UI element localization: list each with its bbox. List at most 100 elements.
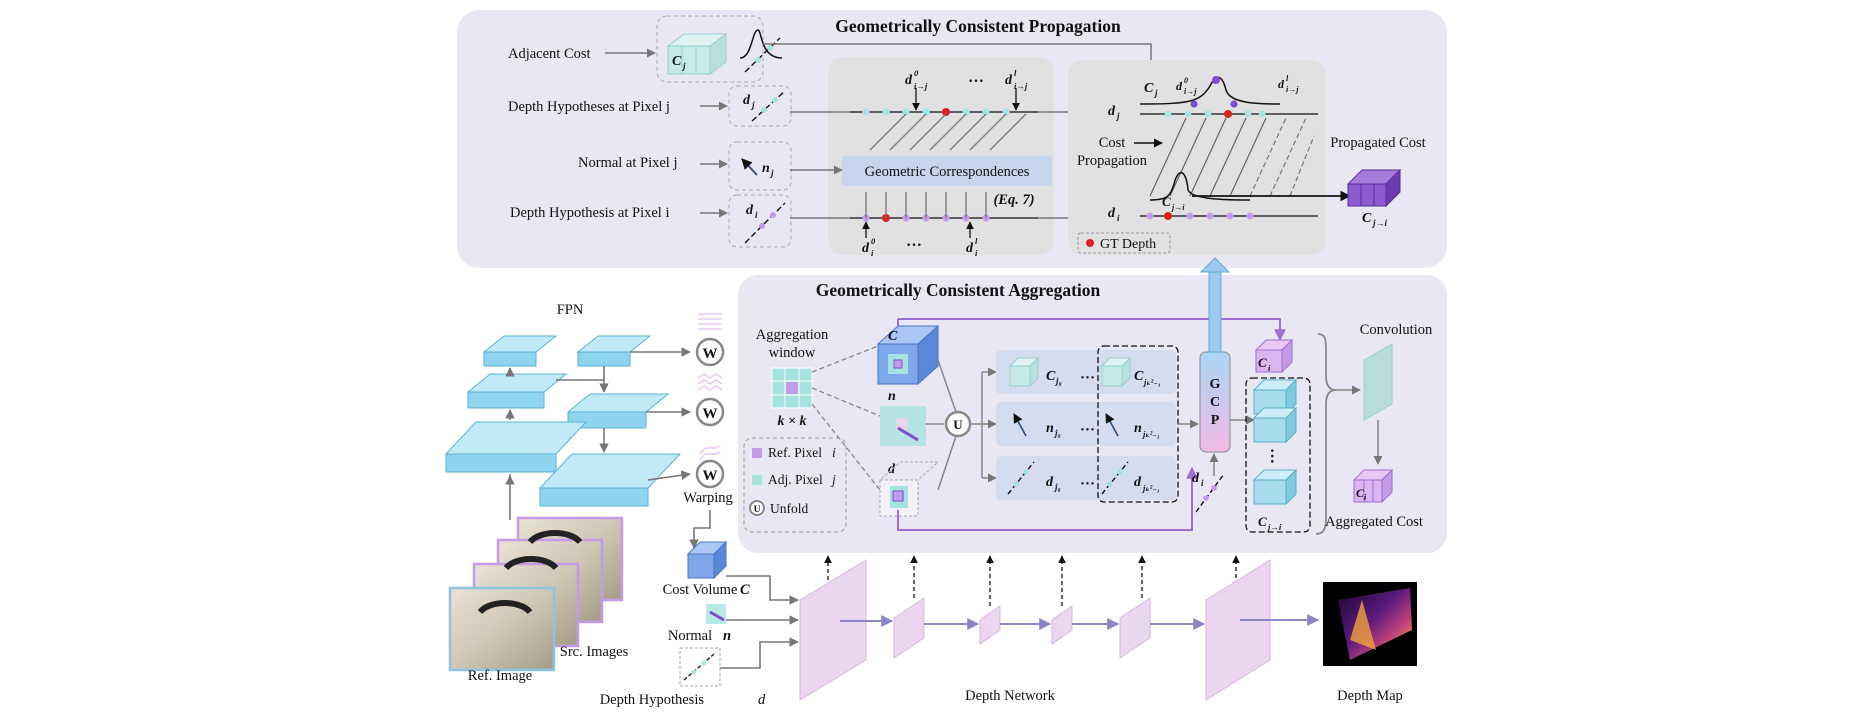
cost-curve-icon [739,29,783,59]
svg-text:···: ··· [906,237,922,254]
svg-text:C: C [1162,194,1171,209]
label-adjacent-cost: Adjacent Cost [508,46,591,62]
svg-text:j₀: j₀ [1053,482,1061,492]
svg-text:n: n [1046,421,1054,436]
svg-text:Warping: Warping [683,490,733,506]
svg-text:i: i [871,248,874,258]
svg-text:C: C [1356,486,1365,500]
svg-text:C: C [672,54,682,69]
feature-stripes-icon [697,313,723,461]
svg-text:(Eq. 7): (Eq. 7) [993,192,1034,208]
svg-text:i→j: i→j [1286,85,1299,94]
fpn-block: FPN W [444,302,733,549]
cost-propagation-panel [1068,60,1326,255]
svg-text:n: n [723,628,731,644]
svg-text:Unfold: Unfold [770,501,808,516]
svg-text:j→i: j→i [1371,218,1388,228]
svg-text:GT Depth: GT Depth [1100,237,1156,252]
svg-text:d: d [1192,471,1200,486]
normal-arrow-jk-icon [1105,413,1119,437]
normal-arrow-j0-icon [1013,413,1027,437]
cost-volume-cube-c [876,324,940,386]
svg-text:j: j [1115,111,1120,121]
aggregation-legend [743,437,847,533]
svg-text:l: l [1014,68,1017,78]
svg-text:C: C [1144,81,1154,96]
svg-text:P: P [1211,413,1220,428]
svg-text:Cost: Cost [1099,135,1126,151]
svg-text:i: i [1201,478,1204,488]
svg-text:W: W [703,468,718,484]
svg-text:d: d [746,203,754,218]
depth-points-i-right [1146,212,1254,220]
svg-text:Propagation: Propagation [1077,153,1148,169]
propagated-cost-volume-icon [1346,168,1402,208]
depth-points-j [862,108,1010,116]
svg-text:FPN: FPN [557,302,584,318]
svg-text:d: d [758,692,766,708]
cost-cube-jk-icon [1100,356,1132,388]
label-normal-j: Normal at Pixel j [578,155,677,171]
svg-text:d: d [1134,475,1142,490]
depth-map-label: Depth Map [1337,688,1403,704]
svg-text:C: C [1258,514,1267,529]
svg-text:i→j: i→j [1014,81,1028,91]
geometric-correspondences-box [842,156,1052,186]
unfolded-normal-row [996,402,1176,446]
svg-text:i→j: i→j [1184,87,1197,96]
svg-text:d: d [888,462,896,477]
gt-depth-legend [1077,232,1171,254]
svg-text:C: C [1046,369,1056,384]
svg-text:i: i [755,210,758,220]
convolution-label: Convolution [1360,322,1433,338]
svg-text:j: j [750,100,755,110]
depth-network: Depth Network [799,555,1320,704]
svg-text:C: C [1258,355,1267,370]
svg-text:0: 0 [871,236,876,246]
svg-text:C: C [1362,211,1372,226]
warp-icons: W W W [695,337,725,489]
svg-text:n: n [888,389,896,404]
svg-text:W: W [703,406,718,422]
svg-text:···: ··· [968,73,984,90]
svg-text:i: i [832,445,836,460]
svg-text:i: i [1268,363,1271,373]
svg-text:d: d [743,93,751,108]
svg-text:···: ··· [1080,476,1095,492]
svg-text:···: ··· [1080,422,1095,438]
svg-text:n: n [1134,421,1142,436]
cost-curve-i-icon [1149,172,1251,201]
svg-text:W: W [703,346,718,362]
unfolded-cost-row [996,350,1176,394]
svg-text:C: C [1210,395,1220,410]
svg-text:j→i: j→i [1266,522,1282,532]
svg-text:U: U [754,505,761,515]
depth-input-icon [679,647,721,687]
svg-text:j₀: j₀ [1054,376,1062,386]
svg-text:jₖ²₋₁: jₖ²₋₁ [1141,483,1160,493]
svg-text:d: d [966,241,974,256]
label-depth-hyp-j: Depth Hypotheses at Pixel j [508,99,670,115]
cost-volume-input-icon [686,540,728,580]
convolution-kernel-icon [1363,343,1393,421]
svg-text:d: d [1005,73,1013,88]
svg-text:j: j [769,168,774,178]
normal-cube-n [880,406,926,446]
svg-text:0: 0 [1184,76,1188,85]
aggregated-cost-label: Aggregated Cost [1325,514,1423,530]
svg-text:d: d [1046,475,1054,490]
svg-text:k × k: k × k [778,414,807,429]
svg-text:i: i [975,248,978,258]
propagation-title: Geometrically Consistent Propagation [835,16,1121,36]
svg-text:C: C [888,329,898,344]
svg-text:i→j: i→j [914,81,928,91]
cost-volume-cj-icon: C j [666,33,728,75]
svg-text:j: j [830,472,836,487]
svg-text:window: window [769,345,816,361]
svg-text:l: l [1286,74,1289,83]
svg-text:j₀: j₀ [1053,428,1061,438]
svg-text:Normal: Normal [668,628,712,644]
aggregation-title: Geometrically Consistent Aggregation [816,280,1101,300]
svg-text:Geometric Correspondences: Geometric Correspondences [865,164,1030,180]
